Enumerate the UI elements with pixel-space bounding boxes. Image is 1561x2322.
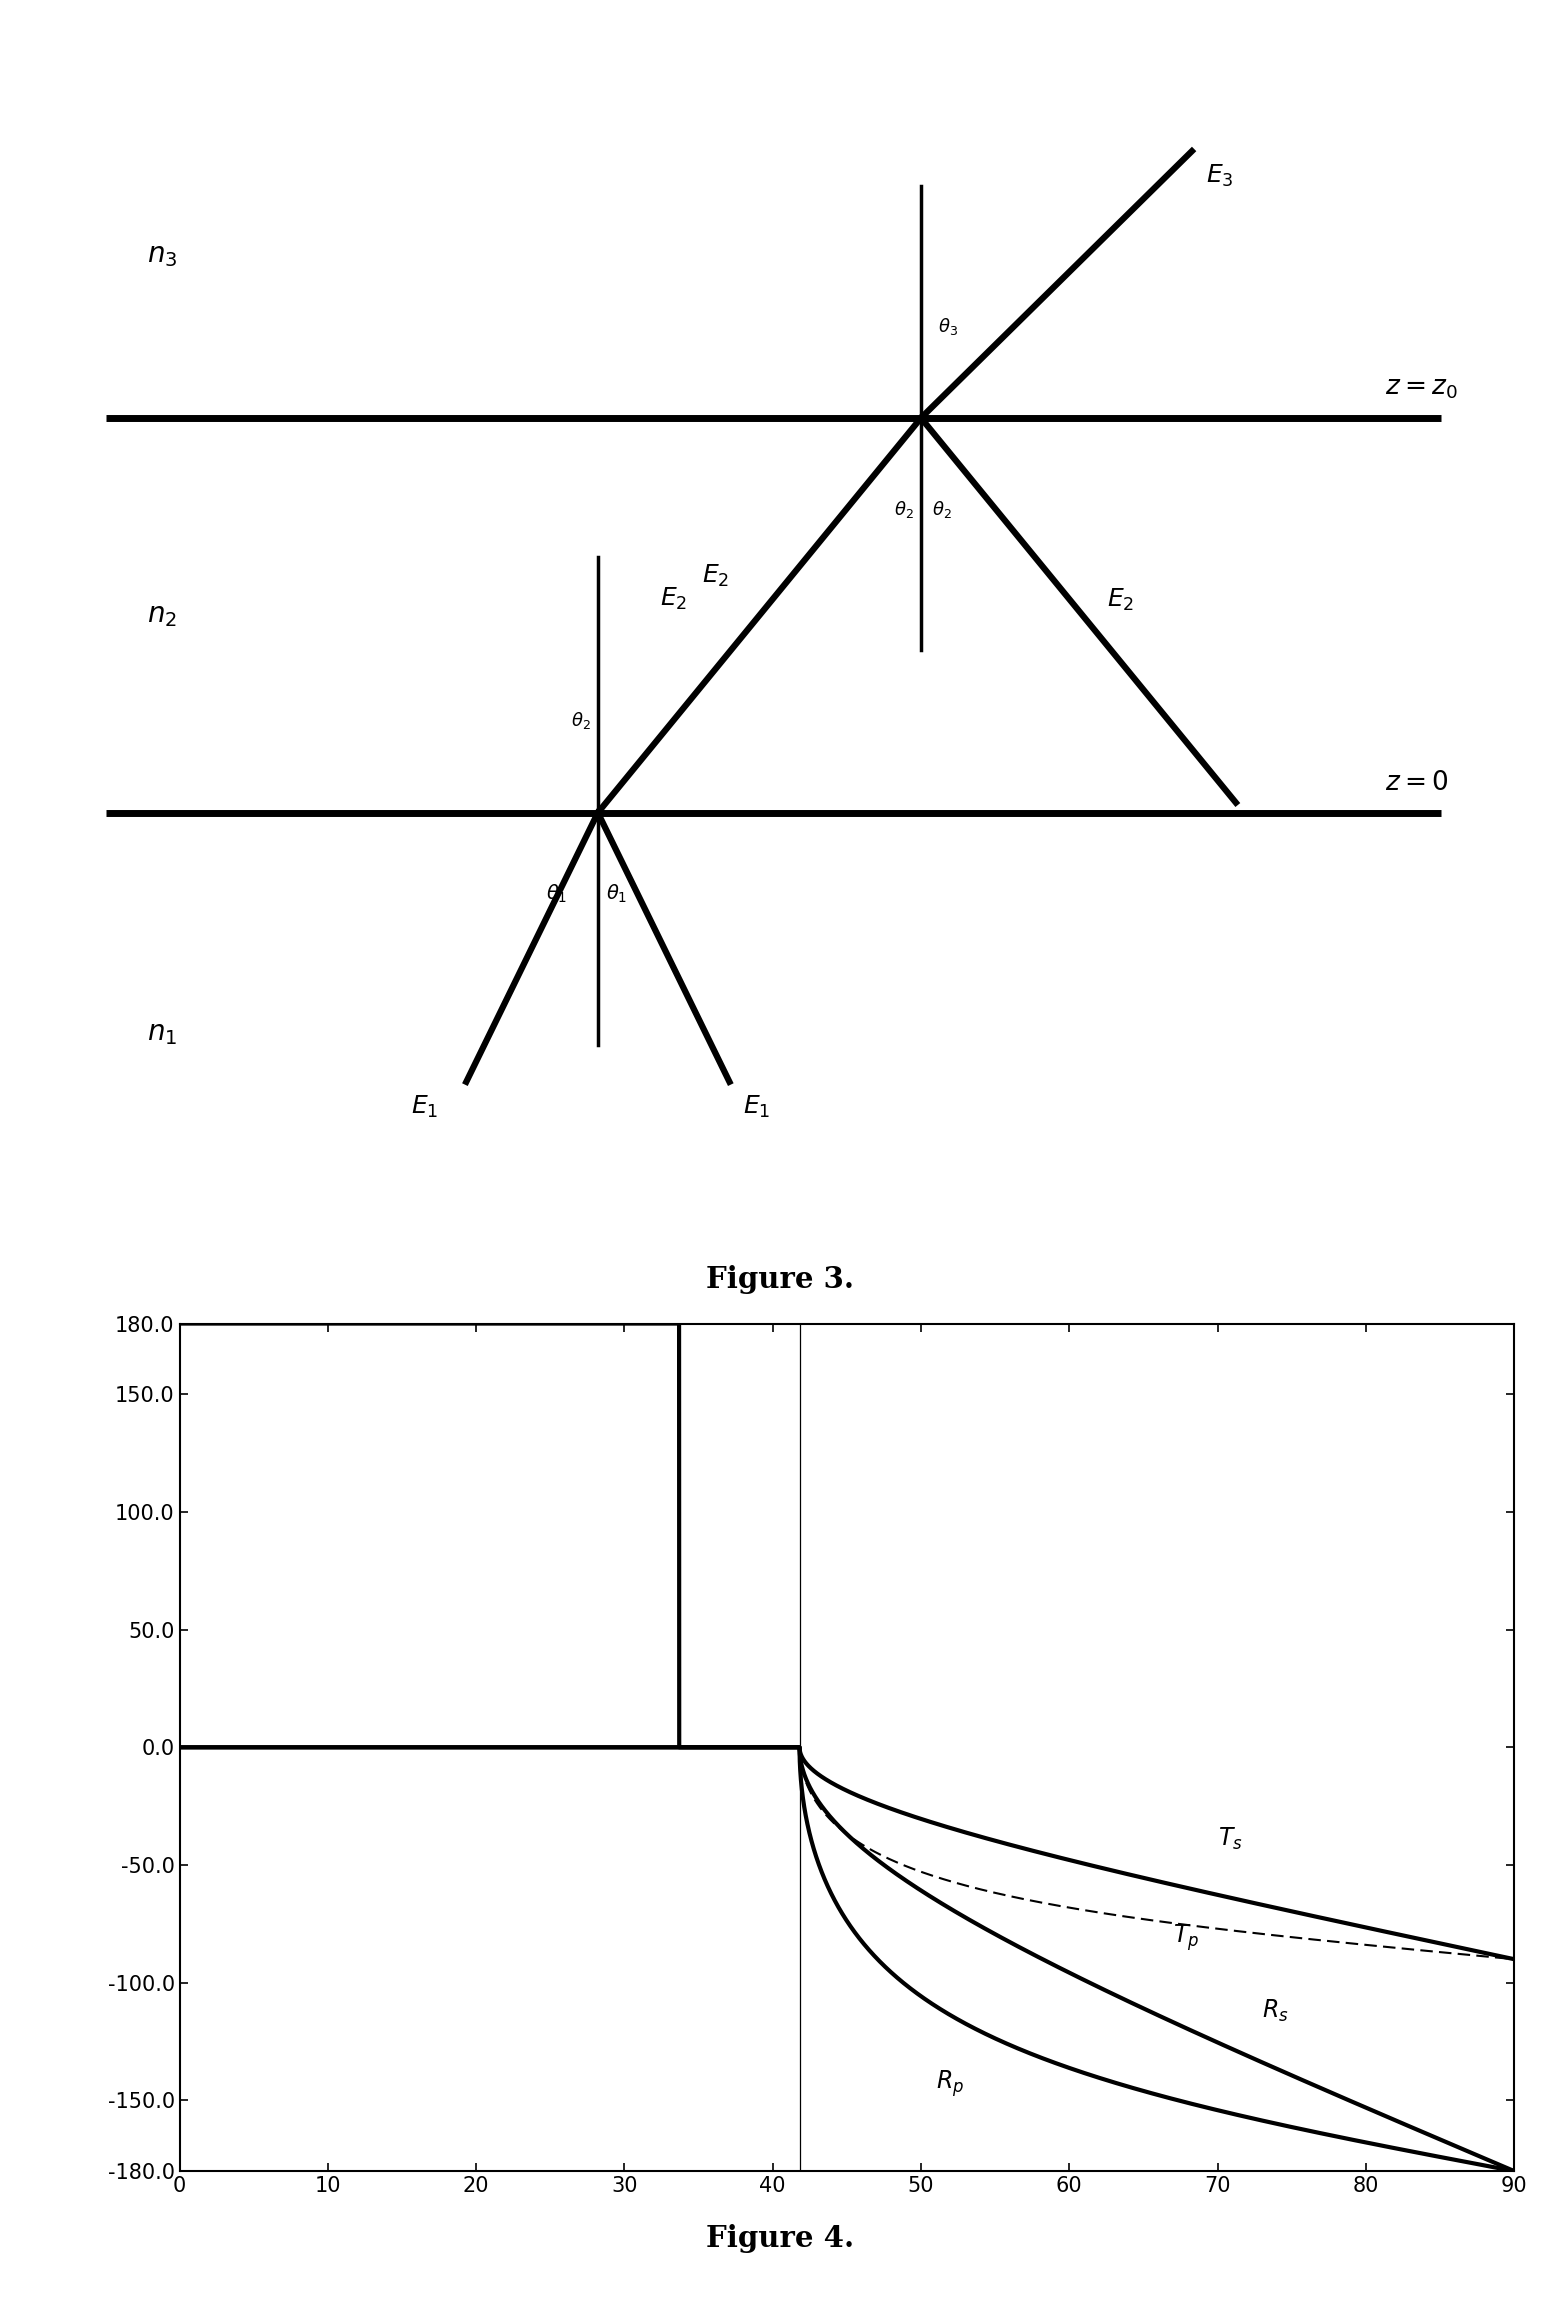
Text: $n_1$: $n_1$: [147, 1019, 178, 1047]
Text: $\theta_3$: $\theta_3$: [938, 316, 958, 337]
Text: Figure 4.: Figure 4.: [707, 2224, 854, 2252]
Text: $R_p$: $R_p$: [935, 2069, 965, 2099]
Text: $\theta_2$: $\theta_2$: [932, 499, 952, 520]
Text: $E_3$: $E_3$: [1207, 163, 1233, 188]
Text: $T_s$: $T_s$: [1218, 1825, 1243, 1853]
Text: $\theta_2$: $\theta_2$: [571, 711, 590, 731]
Text: $n_2$: $n_2$: [147, 601, 178, 629]
Text: $z = 0$: $z = 0$: [1385, 771, 1449, 794]
Text: $n_3$: $n_3$: [147, 241, 178, 269]
Text: $\theta_2$: $\theta_2$: [894, 499, 915, 520]
Text: $E_1$: $E_1$: [411, 1094, 439, 1119]
Text: $\theta_1$: $\theta_1$: [606, 882, 628, 906]
Text: $E_2$: $E_2$: [1107, 587, 1133, 613]
Text: $E_2$: $E_2$: [660, 585, 687, 611]
Text: $R_s$: $R_s$: [1261, 1997, 1289, 2025]
Text: $\theta_1$: $\theta_1$: [546, 882, 567, 906]
Text: $T_p$: $T_p$: [1174, 1923, 1199, 1953]
Text: $z = z_0$: $z = z_0$: [1385, 376, 1458, 399]
Text: $E_1$: $E_1$: [743, 1094, 771, 1119]
Text: Figure 3.: Figure 3.: [707, 1265, 854, 1293]
Text: $E_2$: $E_2$: [702, 562, 729, 587]
